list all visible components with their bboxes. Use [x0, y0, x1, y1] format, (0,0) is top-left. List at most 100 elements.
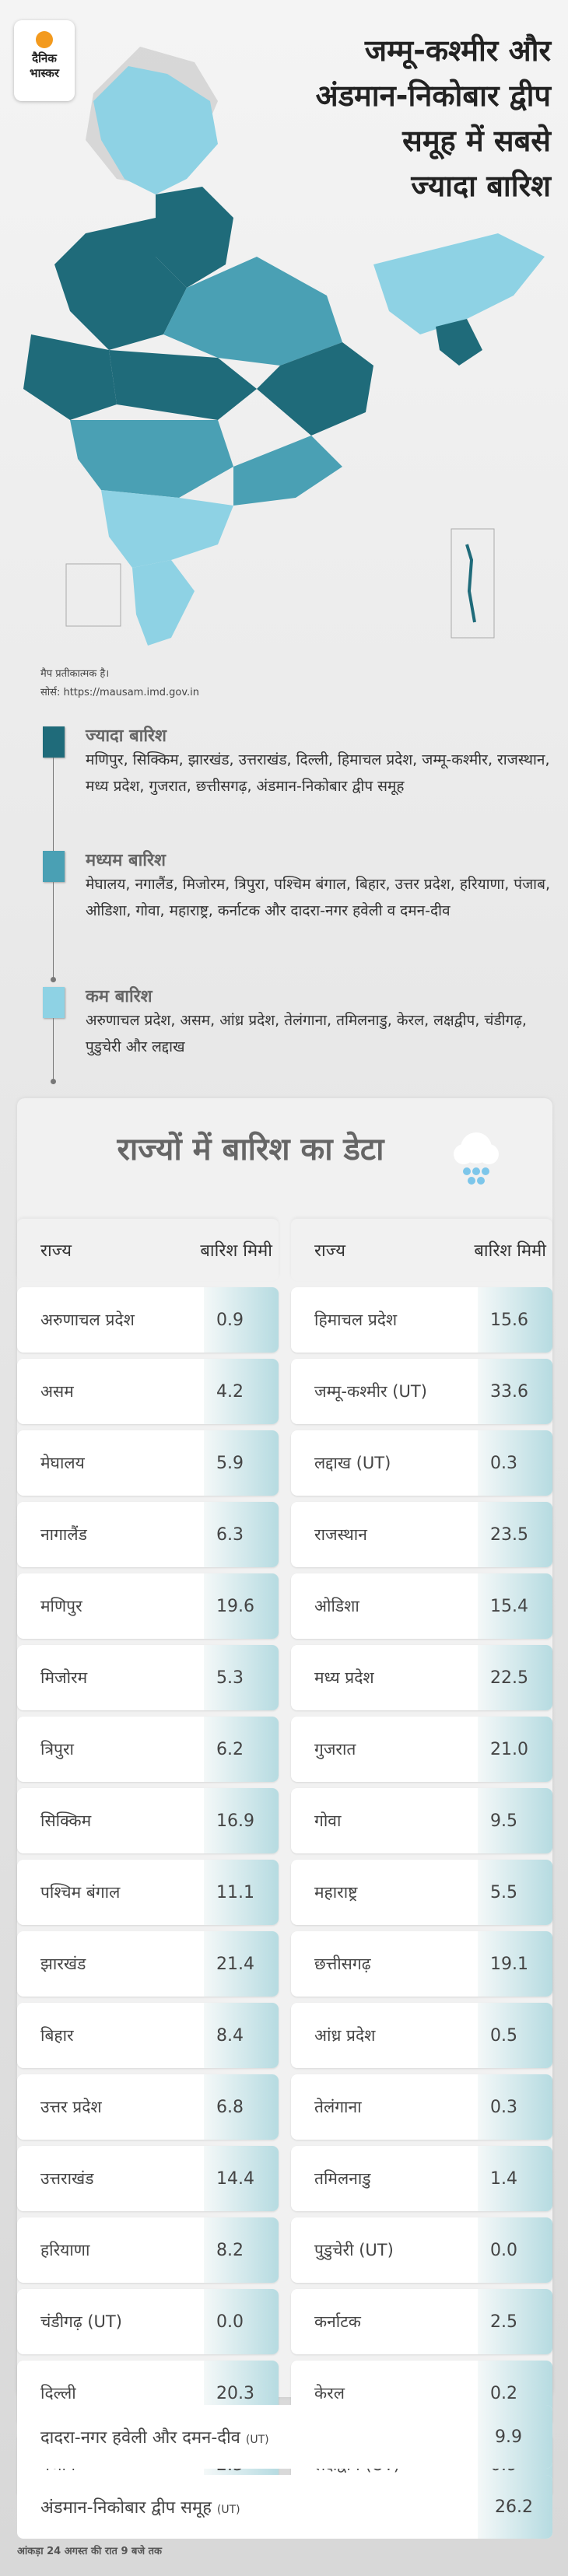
header-state: राज्य [40, 1241, 72, 1261]
rain-value: 5.3 [204, 1645, 279, 1710]
rain-value: 0.3 [478, 2074, 552, 2140]
table-row: गोवा 9.5 [291, 1788, 552, 1853]
legend-title: मध्यम बारिश [86, 851, 166, 870]
legend-states: मणिपुर, सिक्किम, झारखंड, उत्तराखंड, दिल्… [86, 751, 550, 795]
map-region-gujarat [23, 334, 117, 420]
rain-value: 26.2 [478, 2475, 552, 2539]
rain-value: 19.6 [204, 1573, 279, 1639]
legend-low: कम बारिश अरुणाचल प्रदेश, असम, आंध्र प्रद… [43, 984, 556, 1084]
rain-value: 0.5 [478, 2003, 552, 2068]
table-row: मणिपुर 19.6 [17, 1573, 279, 1639]
state-name: गुजरात [314, 1740, 356, 1759]
map-region-up [163, 257, 342, 366]
lakshadweep-inset [65, 563, 121, 627]
rain-value: 1.4 [478, 2146, 552, 2211]
map-disclaimer: मैप प्रतीकात्मक है। [40, 668, 110, 680]
state-name: मेघालय [40, 1454, 85, 1472]
table-row: पुडुचेरी (UT) 0.0 [291, 2217, 552, 2283]
table-row: बिहार 8.4 [17, 2003, 279, 2068]
state-name: केरल [314, 2384, 345, 2403]
medium-rain-swatch [43, 851, 65, 882]
rain-value: 16.9 [204, 1788, 279, 1853]
table-row: त्रिपुरा 6.2 [17, 1717, 279, 1782]
state-name: नागालैंड [40, 1525, 87, 1544]
map-region-rajasthan [54, 218, 187, 350]
state-name: त्रिपुरा [40, 1740, 74, 1759]
andaman-inset [451, 528, 495, 639]
table-row: कर्नाटक 2.5 [291, 2289, 552, 2354]
state-name: ओडिशा [314, 1597, 359, 1615]
table-row: हरियाणा 8.2 [17, 2217, 279, 2283]
rain-value: 8.2 [204, 2217, 279, 2283]
header-rain: बारिश मिमी [474, 1241, 546, 1261]
rain-data-table: राज्यों में बारिश का डेटा राज्य बारिश मिम… [17, 1098, 552, 2497]
state-name: अरुणाचल प्रदेश [40, 1311, 135, 1329]
ut-tag: (UT) [216, 2504, 240, 2516]
state-name: बिहार [40, 2026, 74, 2045]
map-region-jk [93, 66, 218, 194]
rain-value: 21.4 [204, 1931, 279, 1997]
rain-value: 14.4 [204, 2146, 279, 2211]
table-row: पश्चिम बंगाल 11.1 [17, 1860, 279, 1925]
table-header: राज्य बारिश मिमी [291, 1219, 552, 1281]
table-row: हिमाचल प्रदेश 15.6 [291, 1287, 552, 1353]
table-row-full: अंडमान-निकोबार द्वीप समूह (UT) 26.2 [17, 2475, 552, 2539]
map-region-north [156, 187, 233, 288]
headline-line: ज्यादा बारिश [411, 169, 551, 203]
map-region-odisha [233, 436, 342, 506]
state-name: पुडुचेरी (UT) [314, 2241, 394, 2259]
map-region-east [257, 342, 373, 436]
rain-value: 0.0 [478, 2217, 552, 2283]
state-label: अंडमान-निकोबार द्वीप समूह [40, 2498, 212, 2518]
rain-value: 2.5 [478, 2289, 552, 2354]
table-row: महाराष्ट्र 5.5 [291, 1860, 552, 1925]
brand-line1: दैनिक [32, 51, 57, 65]
table-row: मिजोरम 5.3 [17, 1645, 279, 1710]
dainik-bhaskar-logo: दैनिक भास्कर [14, 20, 75, 101]
state-name: तेलंगाना [314, 2098, 362, 2116]
rain-value: 15.6 [478, 1287, 552, 1353]
table-row: अरुणाचल प्रदेश 0.9 [17, 1287, 279, 1353]
state-name: छत्तीसगढ़ [314, 1955, 371, 1973]
table-header: राज्य बारिश मिमी [17, 1219, 279, 1281]
rain-value: 33.6 [478, 1359, 552, 1424]
rain-value: 5.5 [478, 1860, 552, 1925]
state-name: हरियाणा [40, 2241, 90, 2259]
legend-title: कम बारिश [86, 987, 153, 1006]
state-name: चंडीगढ़ (UT) [40, 2312, 122, 2331]
rain-value: 9.5 [478, 1788, 552, 1853]
table-row: ओडिशा 15.4 [291, 1573, 552, 1639]
state-label: दादरा-नगर हवेली और दमन-दीव [40, 2428, 240, 2448]
state-name: कर्नाटक [314, 2312, 361, 2331]
headline-line: जम्मू-कश्मीर और [364, 33, 551, 68]
rain-value: 6.8 [204, 2074, 279, 2140]
legend-states: अरुणाचल प्रदेश, असम, आंध्र प्रदेश, तेलंग… [86, 1012, 527, 1055]
state-name: दिल्ली [40, 2384, 76, 2403]
map-region-northeast [373, 233, 545, 334]
state-name: सिक्किम [40, 1811, 92, 1830]
table-left-column: राज्य बारिश मिमी अरुणाचल प्रदेश 0.9 असम 4.2 म… [17, 1219, 279, 2497]
table-row: राजस्थान 23.5 [291, 1502, 552, 1567]
table-row: लद्दाख (UT) 0.3 [291, 1430, 552, 1496]
rain-value: 0.9 [204, 1287, 279, 1353]
table-row: मध्य प्रदेश 22.5 [291, 1645, 552, 1710]
table-row: उत्तर प्रदेश 6.8 [17, 2074, 279, 2140]
state-name: महाराष्ट्र [314, 1883, 358, 1902]
table-row: नागालैंड 6.3 [17, 1502, 279, 1567]
rain-value: 22.5 [478, 1645, 552, 1710]
rain-value: 21.0 [478, 1717, 552, 1782]
state-name: झारखंड [40, 1955, 86, 1973]
rain-value: 23.5 [478, 1502, 552, 1567]
header-state: राज्य [314, 1241, 346, 1261]
state-name: असम [40, 1382, 74, 1401]
state-name: मध्य प्रदेश [314, 1668, 374, 1687]
ut-tag: (UT) [245, 2434, 269, 2446]
table-row: तेलंगाना 0.3 [291, 2074, 552, 2140]
rain-value: 0.0 [204, 2289, 279, 2354]
table-row: आंध्र प्रदेश 0.5 [291, 2003, 552, 2068]
state-name: जम्मू-कश्मीर (UT) [314, 1382, 427, 1401]
rain-value: 9.9 [478, 2405, 552, 2469]
table-row: सिक्किम 16.9 [17, 1788, 279, 1853]
state-name: मिजोरम [40, 1668, 88, 1687]
low-rain-swatch [43, 987, 65, 1018]
